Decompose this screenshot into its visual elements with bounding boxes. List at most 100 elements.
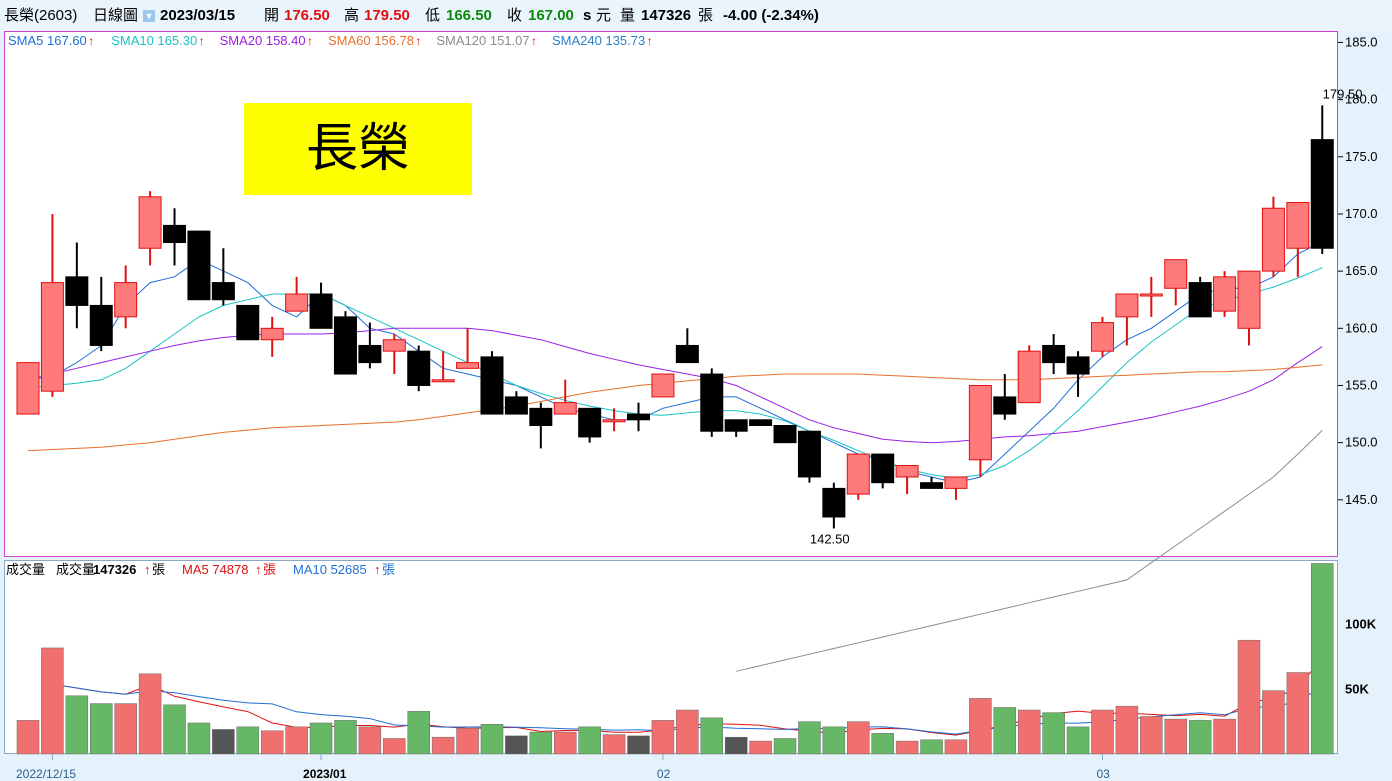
candle — [1287, 203, 1309, 277]
candles — [17, 105, 1333, 528]
candle — [750, 420, 772, 426]
volume-bar — [1287, 673, 1309, 754]
candle — [188, 231, 210, 300]
candle — [1116, 294, 1138, 345]
candle-body — [359, 345, 381, 362]
candle — [1018, 345, 1040, 402]
volume-bar — [139, 674, 161, 754]
candle — [237, 305, 259, 339]
volume-bar — [579, 727, 601, 754]
volume-legend-label: 成交量 — [56, 562, 95, 577]
candle — [1238, 271, 1260, 345]
volume-bar — [750, 741, 772, 754]
candle-body — [383, 340, 405, 351]
candle-body — [237, 305, 259, 339]
volume-bar — [41, 648, 63, 754]
candle-body — [896, 466, 918, 477]
candle — [286, 277, 308, 311]
up-arrow-icon: ↑ — [255, 562, 262, 577]
volume-bar — [530, 732, 552, 754]
sma-legend-sma10: SMA10 165.30 — [111, 33, 197, 48]
date-label: 02 — [657, 767, 671, 781]
volume-bar — [603, 735, 625, 754]
volume-bar — [1214, 719, 1236, 754]
candle-body — [847, 454, 869, 494]
volume-legend: 成交量 成交量147326 ↑ 張 MA5 74878 ↑ 張 MA10 52685 ↑ 張 — [6, 562, 395, 577]
candle-body — [408, 351, 430, 385]
candle-body — [530, 408, 552, 425]
candle — [1165, 260, 1187, 306]
volume-bar — [798, 722, 820, 754]
candle — [994, 374, 1016, 420]
candle — [725, 420, 747, 437]
up-arrow-icon: ↑ — [531, 34, 537, 48]
candle-body — [994, 397, 1016, 414]
candle — [1091, 317, 1113, 357]
candle — [408, 345, 430, 391]
candle — [17, 363, 39, 414]
candle-body — [579, 408, 601, 437]
candle-body — [969, 385, 991, 459]
volume-bar — [628, 736, 650, 754]
ma5-legend: MA5 74878 — [182, 562, 249, 577]
candle-body — [1238, 271, 1260, 328]
volume-bar — [383, 738, 405, 754]
up-arrow-icon: ↑ — [647, 34, 653, 48]
candle-body — [628, 414, 650, 420]
candle-body — [310, 294, 332, 328]
sma-legend-sma60: SMA60 156.78 — [328, 33, 414, 48]
up-arrow-icon: ↑ — [374, 562, 381, 577]
candle — [1067, 351, 1089, 397]
volume-bar — [115, 704, 137, 754]
candle-body — [1189, 283, 1211, 317]
volume-bar — [701, 718, 723, 754]
candle — [554, 380, 576, 414]
volume-bar — [1018, 710, 1040, 754]
volume-bar — [847, 722, 869, 754]
date-axis: 2022/12/15 2023/01 02 03 — [16, 754, 1110, 781]
candle-body — [921, 483, 943, 489]
price-tick-label: 160.0 — [1345, 320, 1378, 335]
candle-body — [945, 477, 967, 488]
volume-bar — [1262, 691, 1284, 754]
volume-bar — [188, 723, 210, 754]
volume-bar — [432, 737, 454, 754]
up-arrow-icon: ↑ — [199, 34, 205, 48]
volume-tick-label: 50K — [1345, 681, 1369, 696]
candle-body — [432, 380, 454, 382]
candle — [334, 311, 356, 374]
candle-body — [334, 317, 356, 374]
candle — [628, 403, 650, 432]
volume-unit: 張 — [152, 562, 165, 577]
sma-line-sma60 — [28, 365, 1322, 451]
candle-body — [1091, 323, 1113, 352]
up-arrow-icon: ↑ — [144, 562, 151, 577]
price-tick-label: 170.0 — [1345, 206, 1378, 221]
up-arrow-icon: ↑ — [307, 34, 313, 48]
volume-bar — [1165, 719, 1187, 754]
candle-body — [872, 454, 894, 483]
candle-body — [90, 305, 112, 345]
candle-body — [481, 357, 503, 414]
candle-body — [652, 374, 674, 397]
candle-body — [115, 283, 137, 317]
price-tick-label: 150.0 — [1345, 435, 1378, 450]
candle — [847, 454, 869, 500]
volume-bar — [823, 727, 845, 754]
sma-legend-sma120: SMA120 151.07 — [436, 33, 529, 48]
sma-legend-sma5: SMA5 167.60 — [8, 33, 87, 48]
volume-bar — [310, 723, 332, 754]
sma-legend: SMA5 167.60 ↑ SMA10 165.30 ↑ SMA20 158.40 ↑ SM… — [8, 33, 653, 48]
candle — [90, 277, 112, 351]
candle-body — [554, 403, 576, 414]
candle — [1311, 105, 1333, 254]
volume-bar — [237, 727, 259, 754]
candle — [798, 431, 820, 482]
date-label: 03 — [1096, 767, 1110, 781]
candle-body — [1214, 277, 1236, 311]
candle-body — [603, 420, 625, 422]
volume-bars — [17, 563, 1333, 754]
candle-body — [701, 374, 723, 431]
